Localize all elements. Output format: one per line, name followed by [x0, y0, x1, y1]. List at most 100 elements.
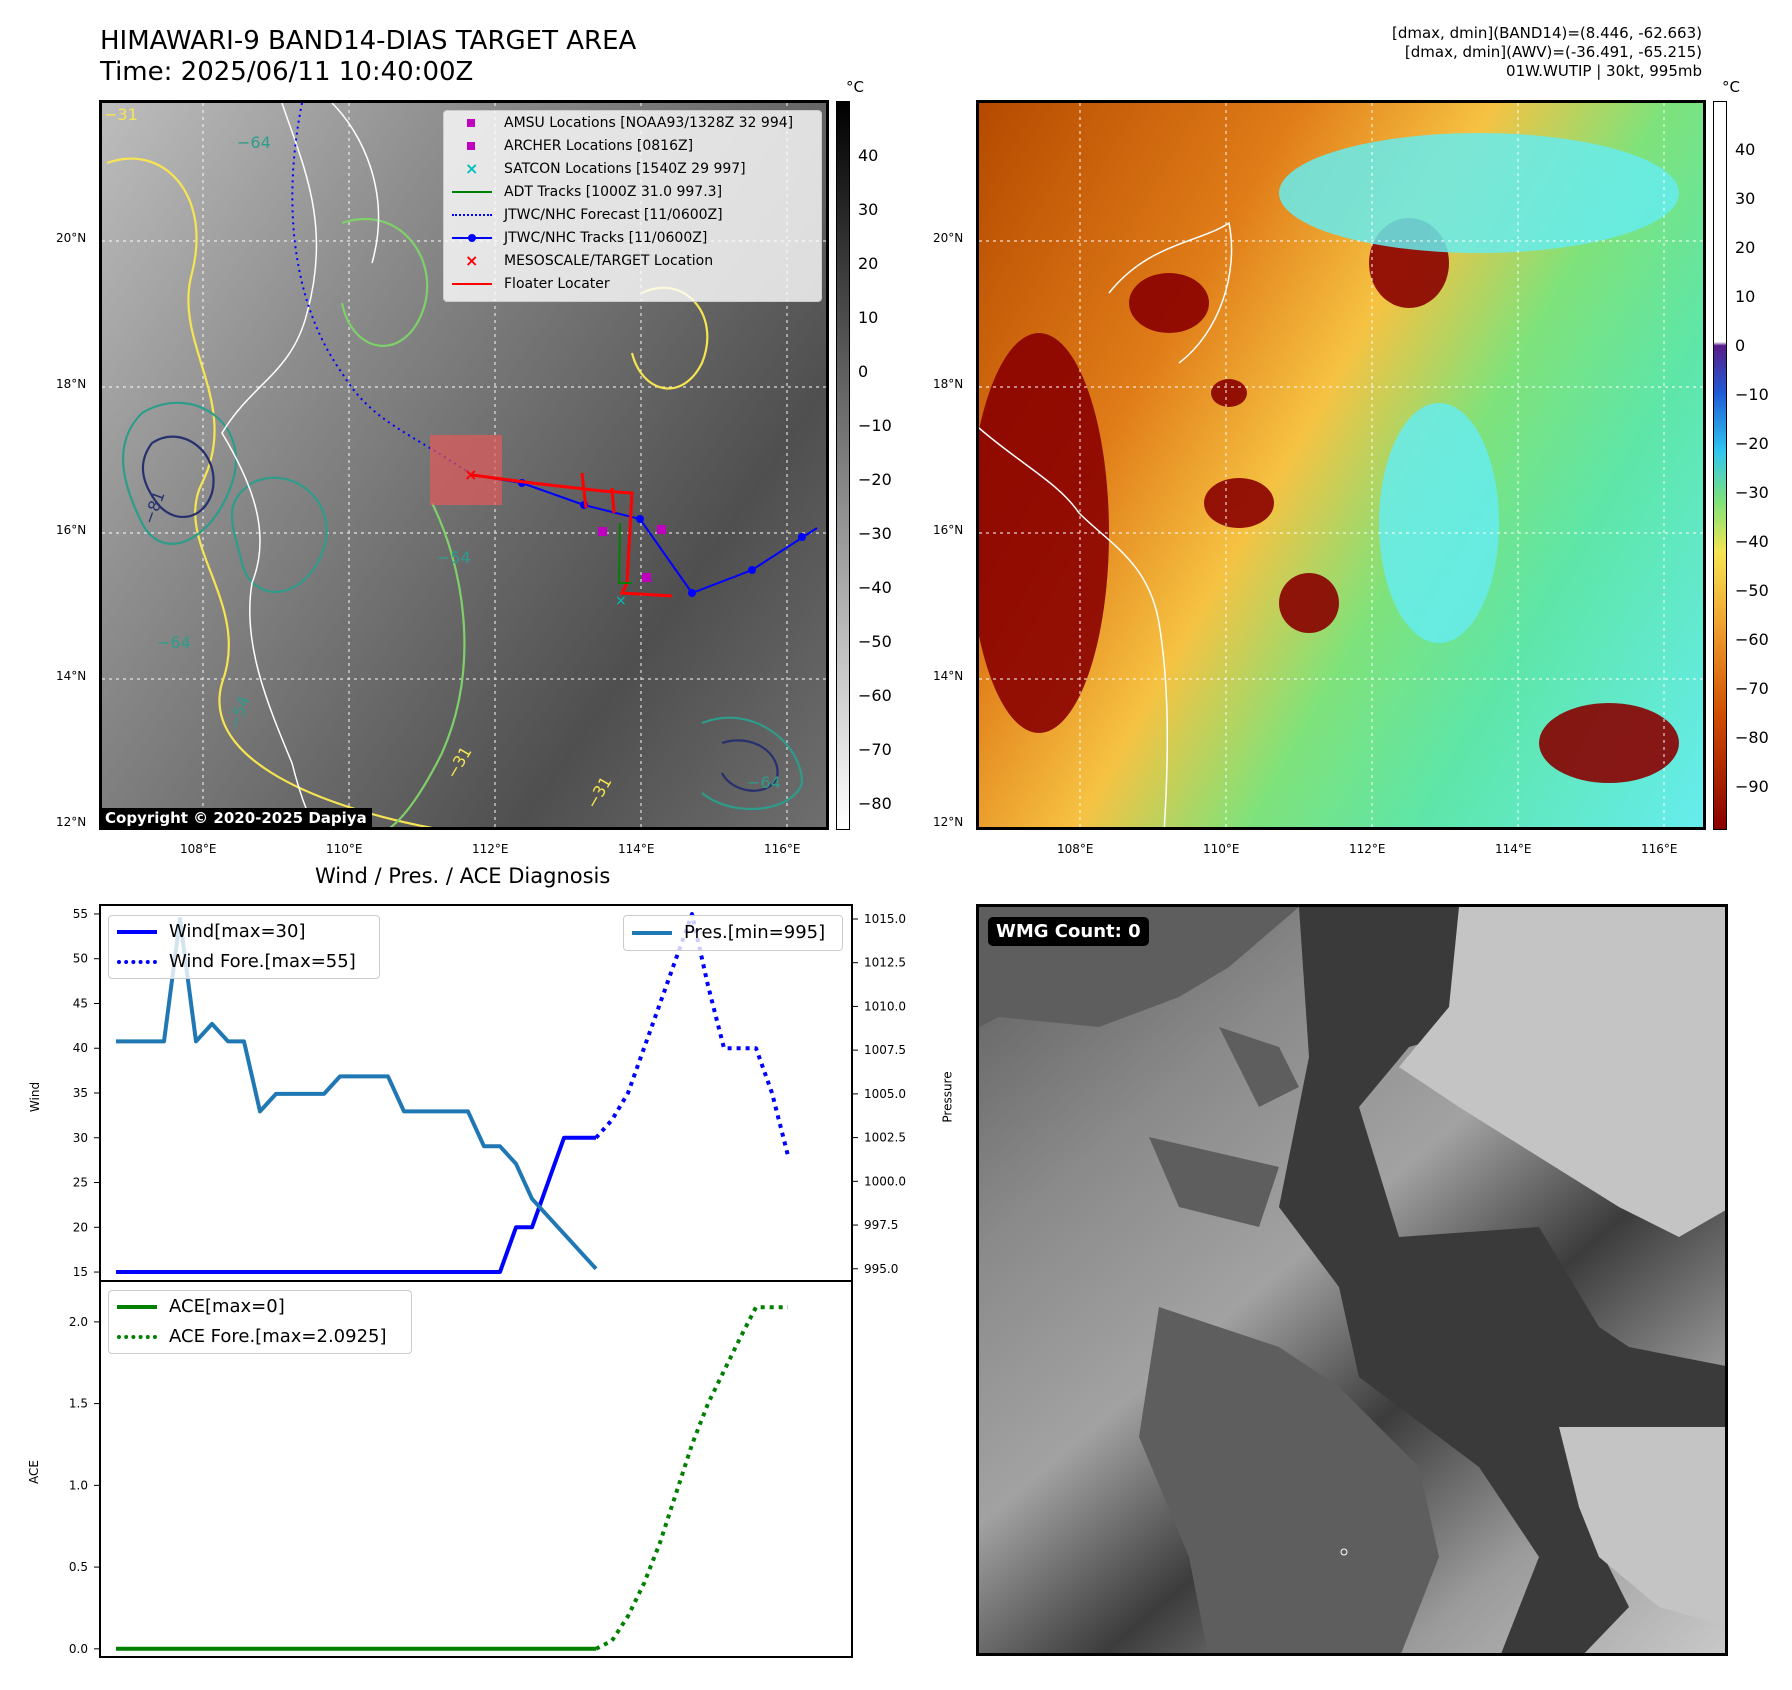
ace-tick-label: 2.0 — [69, 1315, 88, 1329]
lon-label: 112°E — [472, 842, 509, 856]
ace-legend: ACE[max=0] ACE Fore.[max=2.0925] — [108, 1290, 412, 1354]
colorbar-tick: −40 — [858, 578, 892, 597]
lon-label: 116°E — [764, 842, 801, 856]
lat-label: 20°N — [56, 231, 87, 245]
pressure-tick-label: 1010.0 — [864, 999, 906, 1013]
colorbar-tick: 20 — [1735, 238, 1756, 257]
colorbar-tick: 0 — [1735, 336, 1746, 355]
colorbar-tick: −50 — [1735, 581, 1769, 600]
pressure-tick-label: 995.0 — [864, 1262, 898, 1276]
legend-mesoscale: × MESOSCALE/TARGET Location — [444, 249, 821, 272]
ace-axis-ticks: 0.0 0.5 1.0 1.5 2.0 — [69, 1315, 100, 1656]
ace-tick-label: 0.0 — [69, 1642, 88, 1656]
line-marker-icon — [452, 277, 492, 291]
wind-axis-label: Wind — [28, 1081, 43, 1113]
colorbar-tick: −10 — [858, 416, 892, 435]
contour-label: −54 — [437, 548, 471, 567]
colorbar-tick: −20 — [858, 470, 892, 489]
contour-label: −64 — [157, 633, 191, 652]
lon-label: 116°E — [1641, 842, 1678, 856]
lat-label: 16°N — [933, 523, 964, 537]
colorbar-tick: −90 — [1735, 777, 1769, 796]
wind-axis-ticks: 15 20 25 30 35 40 45 50 55 — [73, 907, 100, 1279]
target-area — [430, 435, 502, 505]
colorbar-tick: −10 — [1735, 385, 1769, 404]
pressure-legend: Pres.[min=995] — [623, 915, 843, 951]
square-marker-icon — [452, 139, 492, 153]
legend-label: AMSU Locations [NOAA93/1328Z 32 994] — [504, 114, 794, 131]
lat-label: 18°N — [56, 377, 87, 391]
awv-colorbar — [1713, 101, 1727, 830]
x-marker-icon: × — [465, 158, 479, 178]
figure-title: HIMAWARI-9 BAND14-DIAS TARGET AREA Time:… — [100, 26, 636, 88]
wind-tick-label: 40 — [73, 1041, 88, 1055]
ir-map-legend: AMSU Locations [NOAA93/1328Z 32 994] ARC… — [443, 110, 822, 302]
lat-label: 12°N — [56, 815, 87, 829]
pressure-tick-label: 1007.5 — [864, 1043, 906, 1057]
legend-label: Floater Locater — [504, 275, 610, 292]
legend-archer: ARCHER Locations [0816Z] — [444, 134, 821, 157]
line-marker-icon — [117, 1299, 157, 1313]
wmg-panel — [976, 904, 1728, 1656]
pressure-tick-label: 1000.0 — [864, 1174, 906, 1188]
lat-label: 14°N — [933, 669, 964, 683]
svg-text:×: × — [464, 465, 477, 484]
lon-label: 114°E — [618, 842, 655, 856]
contour-label: −31 — [104, 105, 138, 124]
colorbar-tick: −30 — [1735, 483, 1769, 502]
colorbar-tick: 10 — [1735, 287, 1756, 306]
legend-label: MESOSCALE/TARGET Location — [504, 252, 714, 269]
lat-label: 16°N — [56, 523, 87, 537]
diagnosis-chart-svg: 15 20 25 30 35 40 45 50 55 995.0 997.5 1000.0 1002.… — [69, 904, 906, 1658]
wind-tick-label: 35 — [73, 1086, 88, 1100]
wmg-overlay — [979, 907, 1725, 1653]
colorbar-unit: °C — [1722, 78, 1740, 96]
pressure-tick-label: 1015.0 — [864, 912, 906, 926]
legend-ace-fore: ACE Fore.[max=2.0925] — [109, 1321, 411, 1351]
lat-label: 12°N — [933, 815, 964, 829]
colorbar-tick: −20 — [1735, 434, 1769, 453]
info-block: [dmax, dmin](BAND14)=(8.446, -62.663) [d… — [1392, 24, 1702, 81]
wind-forecast-series — [594, 912, 790, 1157]
wind-legend: Wind[max=30] Wind Fore.[max=55] — [108, 915, 380, 979]
pressure-tick-label: 997.5 — [864, 1218, 898, 1232]
pressure-tick-label: 1012.5 — [864, 956, 906, 970]
wind-tick-label: 15 — [73, 1265, 88, 1279]
lon-label: 108°E — [180, 842, 217, 856]
legend-label: ADT Tracks [1000Z 31.0 997.3] — [504, 183, 723, 200]
ir-colorbar — [836, 101, 850, 830]
legend-amsu: AMSU Locations [NOAA93/1328Z 32 994] — [444, 111, 821, 134]
colorbar-tick: −80 — [858, 794, 892, 813]
wind-tick-label: 50 — [73, 952, 88, 966]
wind-tick-label: 30 — [73, 1131, 88, 1145]
legend-label: JTWC/NHC Tracks [11/0600Z] — [504, 229, 708, 246]
colorbar-tick: 40 — [1735, 140, 1756, 159]
dotted-line-icon — [452, 208, 492, 222]
ace-plot-frame — [99, 1280, 853, 1658]
legend-ace: ACE[max=0] — [109, 1291, 411, 1321]
ace-tick-label: 1.5 — [69, 1397, 88, 1411]
diagnosis-title: Wind / Pres. / ACE Diagnosis — [315, 864, 611, 888]
wind-tick-label: 45 — [73, 996, 88, 1010]
ir-map-panel: × × −31 −64 −54 −81 −64 −54 −64 −31 −31 … — [99, 100, 829, 830]
legend-jtwc-tracks: JTWC/NHC Tracks [11/0600Z] — [444, 226, 821, 249]
legend-satcon: × SATCON Locations [1540Z 29 997] — [444, 157, 821, 180]
colorbar-tick: −40 — [1735, 532, 1769, 551]
contour-label: −64 — [747, 773, 781, 792]
legend-adt: ADT Tracks [1000Z 31.0 997.3] — [444, 180, 821, 203]
legend-label: ARCHER Locations [0816Z] — [504, 137, 694, 154]
x-marker-icon: × — [465, 250, 479, 270]
info-line-1: [dmax, dmin](BAND14)=(8.446, -62.663) — [1391, 24, 1702, 42]
info-line-3: 01W.WUTIP | 30kt, 995mb — [1506, 62, 1702, 80]
legend-label: Wind[max=30] — [169, 920, 306, 942]
pressure-axis-label: Pressure — [940, 1071, 955, 1123]
legend-label: JTWC/NHC Forecast [11/0600Z] — [504, 206, 723, 223]
lat-label: 18°N — [933, 377, 964, 391]
colorbar-tick: 0 — [858, 362, 869, 381]
awv-map-overlay — [979, 103, 1703, 827]
legend-label: ACE Fore.[max=2.0925] — [169, 1325, 387, 1347]
colorbar-tick: −30 — [858, 524, 892, 543]
legend-jtwc-forecast: JTWC/NHC Forecast [11/0600Z] — [444, 203, 821, 226]
awv-map-panel — [976, 100, 1706, 830]
lon-label: 114°E — [1495, 842, 1532, 856]
